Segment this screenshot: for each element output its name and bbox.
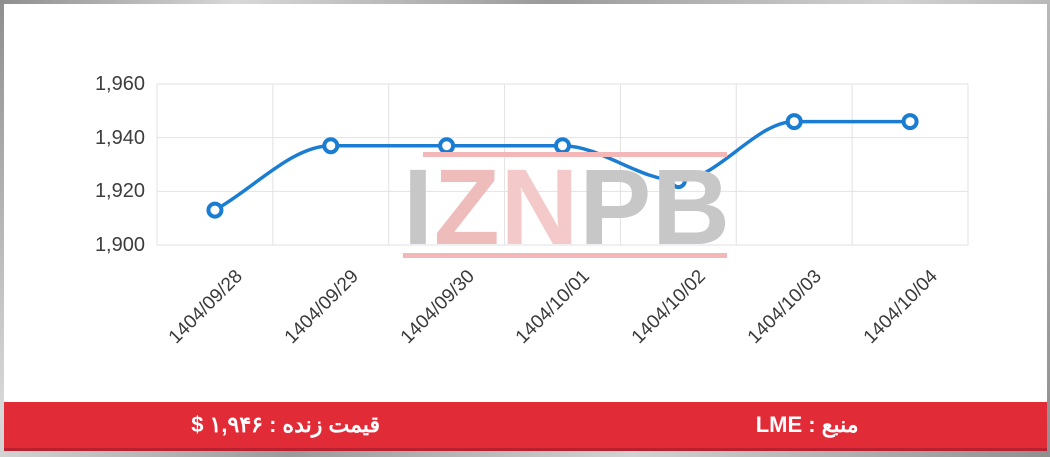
x-tick-label: 1404/09/28 [164, 266, 247, 349]
live-price-label: قیمت زنده : ۱,۹۴۶ $ [191, 412, 380, 437]
data-point-marker[interactable] [206, 201, 224, 219]
y-tick-label: 1,960 [94, 73, 145, 95]
data-point-marker[interactable] [901, 113, 919, 131]
x-tick-label: 1404/10/04 [859, 266, 942, 349]
y-tick-label: 1,900 [94, 234, 145, 256]
data-point-marker[interactable] [438, 137, 456, 155]
x-tick-label: 1404/10/03 [743, 266, 827, 349]
data-point-marker[interactable] [554, 137, 571, 155]
footer-bar: قیمت زنده : ۱,۹۴۶ $ منبع : LME [4, 402, 1047, 451]
watermark-bottom-rule [403, 253, 727, 258]
x-tick-label: 1404/09/30 [396, 266, 479, 349]
data-point-marker[interactable] [669, 172, 687, 190]
x-tick-label: 1404/10/01 [512, 266, 595, 349]
data-point-marker[interactable] [322, 137, 340, 155]
x-tick-label: 1404/09/29 [280, 266, 363, 349]
y-tick-label: 1,920 [94, 180, 145, 203]
plot-area [156, 83, 969, 246]
price-series-line [214, 119, 911, 212]
source-label: منبع : LME [755, 412, 859, 437]
x-tick-label: 1404/10/02 [628, 266, 711, 349]
y-tick-label: 1,940 [94, 126, 145, 149]
data-point-marker[interactable] [785, 113, 803, 131]
